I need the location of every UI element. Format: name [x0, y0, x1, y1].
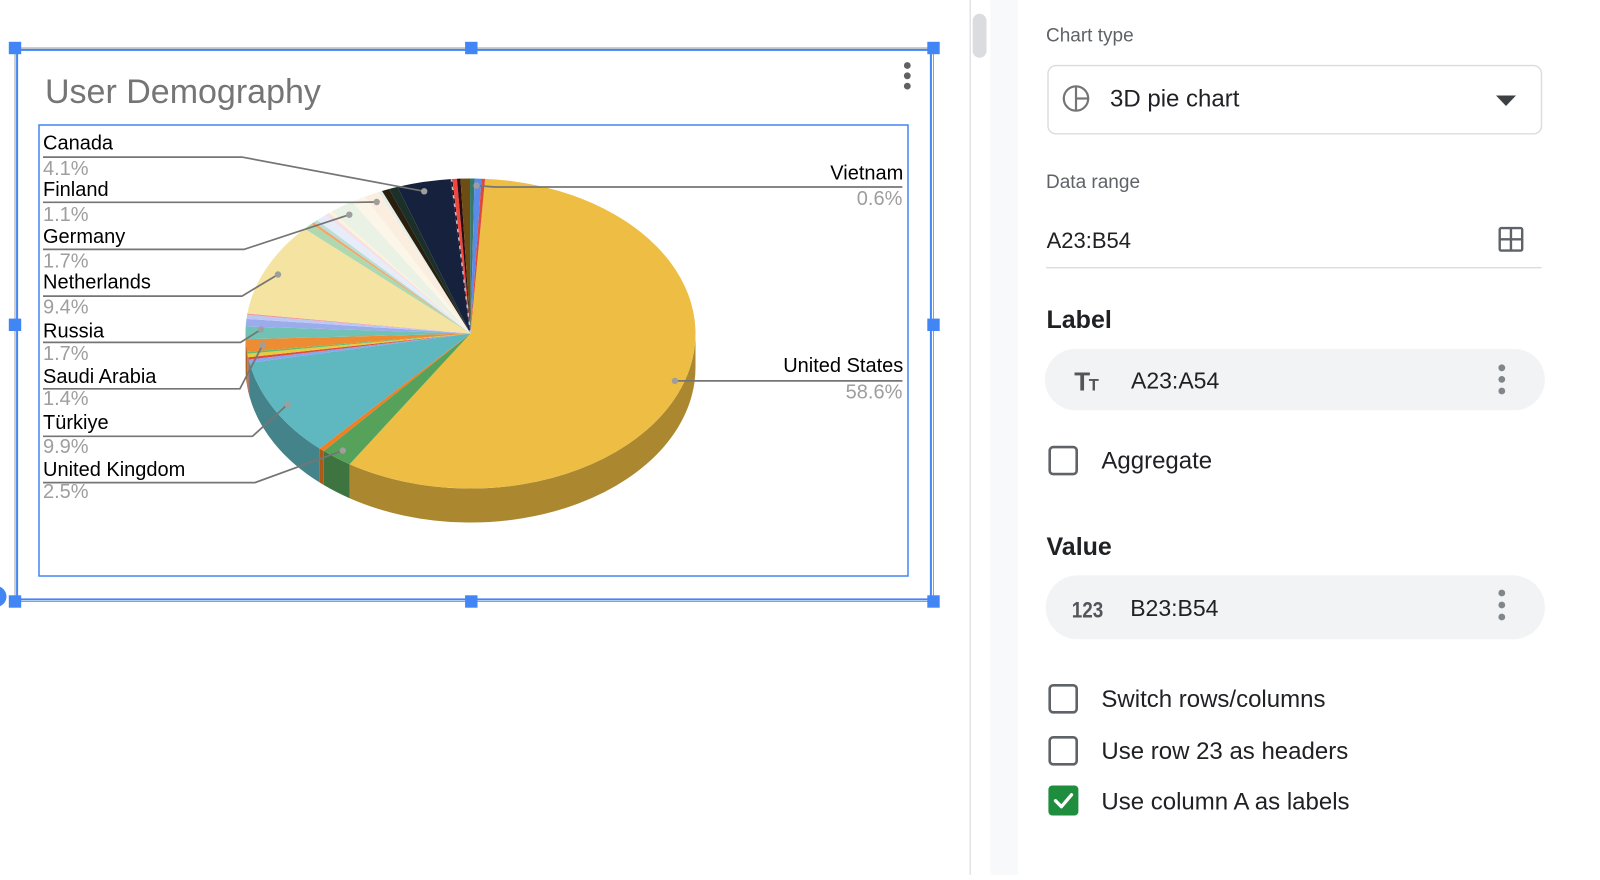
svg-text:User Demography: User Demography: [45, 73, 321, 111]
svg-text:2.5%: 2.5%: [43, 481, 89, 503]
svg-text:9.4%: 9.4%: [43, 297, 89, 319]
svg-text:United States: United States: [783, 355, 903, 377]
svg-text:Russia: Russia: [43, 321, 105, 343]
svg-text:Switch rows/columns: Switch rows/columns: [1101, 686, 1325, 713]
svg-text:B23:B54: B23:B54: [1130, 595, 1218, 621]
svg-text:Value: Value: [1047, 533, 1112, 561]
svg-text:4.1%: 4.1%: [43, 158, 89, 180]
svg-text:9.9%: 9.9%: [43, 436, 89, 458]
svg-text:1.1%: 1.1%: [43, 204, 89, 226]
svg-text:A23:A54: A23:A54: [1131, 367, 1219, 393]
svg-text:Finland: Finland: [43, 179, 109, 201]
svg-text:T: T: [1074, 367, 1090, 397]
svg-text:58.6%: 58.6%: [846, 381, 903, 403]
svg-text:Use column A as labels: Use column A as labels: [1101, 789, 1349, 816]
svg-text:A23:B54: A23:B54: [1047, 228, 1131, 253]
svg-text:Data range: Data range: [1046, 172, 1140, 193]
svg-text:Canada: Canada: [43, 133, 114, 155]
svg-text:0.6%: 0.6%: [857, 188, 903, 210]
svg-text:T: T: [1089, 377, 1099, 395]
svg-text:Vietnam: Vietnam: [830, 162, 903, 184]
svg-text:Saudi Arabia: Saudi Arabia: [43, 366, 157, 388]
svg-text:123: 123: [1072, 598, 1104, 623]
svg-text:Aggregate: Aggregate: [1101, 448, 1212, 475]
svg-text:United Kingdom: United Kingdom: [43, 459, 185, 481]
svg-text:3D pie chart: 3D pie chart: [1110, 86, 1240, 113]
svg-text:Use row 23 as headers: Use row 23 as headers: [1101, 738, 1348, 765]
svg-text:Chart type: Chart type: [1046, 26, 1134, 47]
svg-text:1.7%: 1.7%: [43, 343, 89, 365]
svg-text:Label: Label: [1047, 306, 1112, 334]
svg-text:1.7%: 1.7%: [43, 251, 89, 273]
svg-text:1.4%: 1.4%: [43, 388, 89, 410]
svg-text:Netherlands: Netherlands: [43, 272, 151, 294]
svg-text:Germany: Germany: [43, 226, 125, 248]
svg-text:Türkiye: Türkiye: [43, 412, 109, 434]
